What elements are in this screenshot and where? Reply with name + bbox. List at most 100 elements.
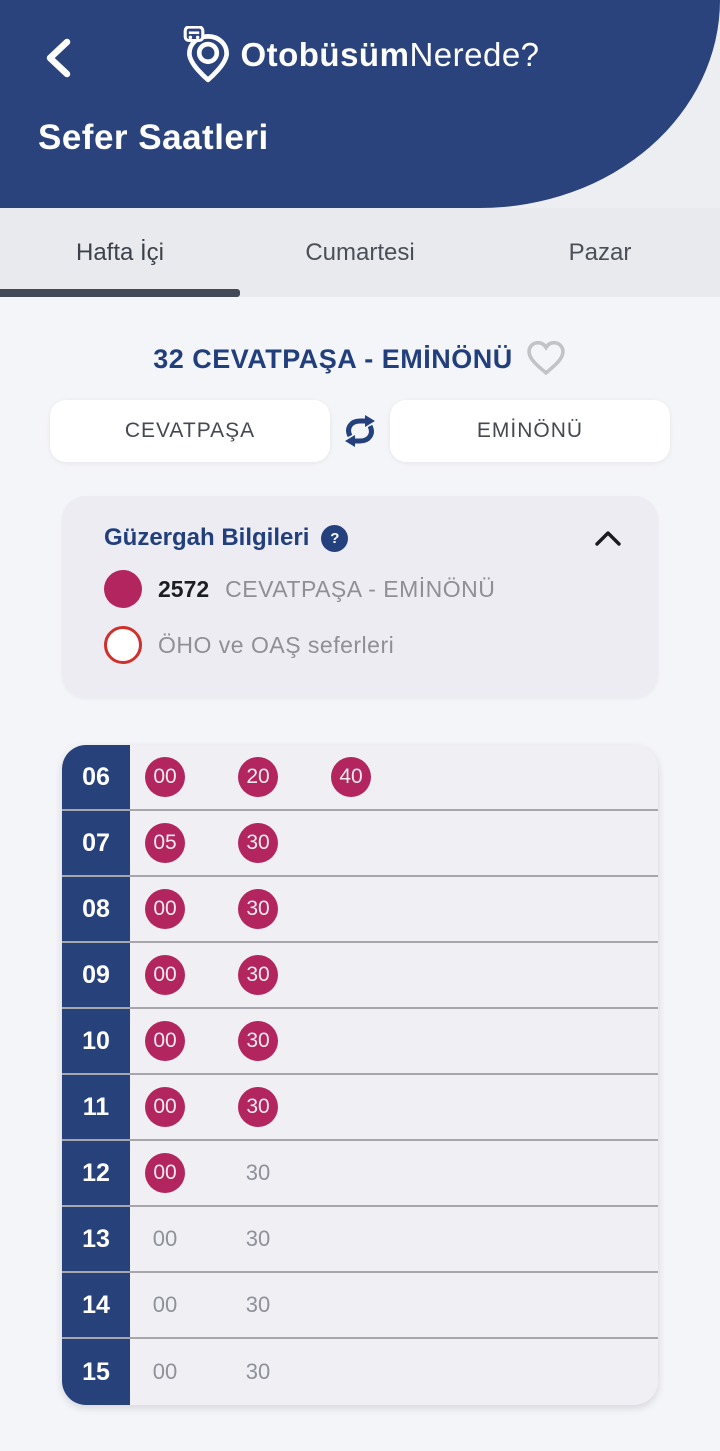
time-slot: 00 bbox=[145, 1226, 238, 1252]
time-plain-text: 30 bbox=[245, 1226, 271, 1251]
table-row: 13 00 30 bbox=[62, 1207, 658, 1273]
time-slot: 30 bbox=[238, 823, 331, 863]
time-badge: 40 bbox=[331, 757, 371, 797]
hour-cell: 12 bbox=[62, 1141, 130, 1205]
time-badge: 30 bbox=[238, 1087, 278, 1127]
time-slot: 05 bbox=[145, 823, 238, 863]
table-row: 07 05 30 bbox=[62, 811, 658, 877]
hour-cell: 11 bbox=[62, 1075, 130, 1139]
time-badge: 00 bbox=[145, 1153, 185, 1193]
day-tabs: Hafta İçi Cumartesi Pazar bbox=[0, 208, 720, 297]
outline-circle-icon bbox=[104, 626, 142, 664]
route-title: 32 CEVATPAŞA - EMİNÖNÜ bbox=[153, 344, 513, 374]
schedule-table: 06 00 20 40 07 05 30 08 00 30 09 00 30 10 00 30 11 00 30 12… bbox=[62, 745, 658, 1405]
time-plain-text: 00 bbox=[152, 1226, 178, 1251]
logo-text-bold: Otobüsüm bbox=[240, 36, 410, 73]
info-card-title: Güzergah Bilgileri bbox=[104, 524, 310, 551]
page-title: Sefer Saatleri bbox=[38, 118, 269, 157]
time-badge: 00 bbox=[145, 757, 185, 797]
back-button[interactable] bbox=[40, 36, 80, 80]
table-row: 08 00 30 bbox=[62, 877, 658, 943]
time-slot: 30 bbox=[238, 1021, 331, 1061]
collapse-button[interactable] bbox=[594, 530, 622, 547]
legend-route-label: CEVATPAŞA - EMİNÖNÜ bbox=[225, 575, 496, 602]
time-badge: 00 bbox=[145, 889, 185, 929]
legend-route-code: 2572 bbox=[158, 575, 210, 602]
time-slot: 30 bbox=[238, 1087, 331, 1127]
time-slot: 40 bbox=[331, 757, 424, 797]
hour-cell: 07 bbox=[62, 811, 130, 875]
time-slot: 00 bbox=[145, 1021, 238, 1061]
time-slot: 00 bbox=[145, 955, 238, 995]
table-row: 11 00 30 bbox=[62, 1075, 658, 1141]
time-slot: 30 bbox=[238, 1160, 331, 1186]
legend-item: ÖHO ve OAŞ seferleri bbox=[104, 626, 622, 664]
time-plain-text: 00 bbox=[152, 1292, 178, 1317]
times-cell: 00 30 bbox=[130, 1075, 658, 1139]
table-row: 12 00 30 bbox=[62, 1141, 658, 1207]
time-plain-text: 30 bbox=[245, 1160, 271, 1185]
hour-cell: 13 bbox=[62, 1207, 130, 1271]
logo-text: OtobüsümNerede? bbox=[240, 36, 539, 74]
time-slot: 00 bbox=[145, 1292, 238, 1318]
times-cell: 00 30 bbox=[130, 877, 658, 941]
hour-cell: 06 bbox=[62, 745, 130, 809]
time-slot: 30 bbox=[238, 889, 331, 929]
tab-pazar[interactable]: Pazar bbox=[480, 208, 720, 297]
time-badge: 30 bbox=[238, 955, 278, 995]
table-row: 06 00 20 40 bbox=[62, 745, 658, 811]
tab-label: Hafta İçi bbox=[75, 238, 165, 266]
legend-item: 2572 CEVATPAŞA - EMİNÖNÜ bbox=[104, 570, 622, 608]
times-cell: 00 30 bbox=[130, 1207, 658, 1271]
time-slot: 30 bbox=[238, 1359, 331, 1385]
favorite-heart-icon[interactable] bbox=[525, 339, 567, 382]
time-badge: 05 bbox=[145, 823, 185, 863]
header-zone: OtobüsümNerede? Sefer Saatleri bbox=[0, 0, 720, 208]
tab-hafta-ici[interactable]: Hafta İçi bbox=[0, 208, 240, 297]
tab-label: Pazar bbox=[568, 238, 632, 266]
time-slot: 00 bbox=[145, 1153, 238, 1193]
route-title-row: 32 CEVATPAŞA - EMİNÖNÜ bbox=[0, 337, 720, 382]
chevron-left-icon bbox=[46, 38, 71, 78]
time-badge: 30 bbox=[238, 889, 278, 929]
from-stop-button[interactable]: CEVATPAŞA bbox=[50, 400, 330, 462]
logo-text-light: Nerede? bbox=[409, 36, 540, 73]
time-badge: 20 bbox=[238, 757, 278, 797]
time-slot: 20 bbox=[238, 757, 331, 797]
time-plain-text: 30 bbox=[245, 1359, 271, 1384]
times-cell: 00 30 bbox=[130, 1339, 658, 1405]
table-row: 15 00 30 bbox=[62, 1339, 658, 1405]
table-row: 09 00 30 bbox=[62, 943, 658, 1009]
swap-direction-button[interactable] bbox=[340, 412, 380, 450]
times-cell: 00 30 bbox=[130, 943, 658, 1007]
swap-arrows-icon bbox=[345, 415, 375, 447]
time-badge: 00 bbox=[145, 1021, 185, 1061]
bus-pin-logo-icon bbox=[184, 26, 230, 83]
to-stop-button[interactable]: EMİNÖNÜ bbox=[390, 400, 670, 462]
time-plain-text: 00 bbox=[152, 1359, 178, 1384]
times-cell: 00 30 bbox=[130, 1273, 658, 1337]
header: OtobüsümNerede? Sefer Saatleri bbox=[0, 0, 720, 208]
time-badge: 30 bbox=[238, 1021, 278, 1061]
time-badge: 00 bbox=[145, 955, 185, 995]
filled-circle-icon bbox=[104, 570, 142, 608]
time-slot: 30 bbox=[238, 1226, 331, 1252]
time-slot: 00 bbox=[145, 757, 238, 797]
times-cell: 05 30 bbox=[130, 811, 658, 875]
direction-row: CEVATPAŞA EMİNÖNÜ bbox=[50, 400, 670, 462]
time-slot: 30 bbox=[238, 955, 331, 995]
hour-cell: 10 bbox=[62, 1009, 130, 1073]
times-cell: 00 30 bbox=[130, 1141, 658, 1205]
hour-cell: 14 bbox=[62, 1273, 130, 1337]
chevron-up-icon bbox=[595, 530, 621, 546]
time-slot: 00 bbox=[145, 1087, 238, 1127]
table-row: 10 00 30 bbox=[62, 1009, 658, 1075]
times-cell: 00 30 bbox=[130, 1009, 658, 1073]
times-cell: 00 20 40 bbox=[130, 745, 658, 809]
info-card-header: Güzergah Bilgileri ? bbox=[104, 524, 622, 552]
time-badge: 30 bbox=[238, 823, 278, 863]
help-icon[interactable]: ? bbox=[321, 524, 349, 552]
tab-cumartesi[interactable]: Cumartesi bbox=[240, 208, 480, 297]
time-slot: 00 bbox=[145, 1359, 238, 1385]
